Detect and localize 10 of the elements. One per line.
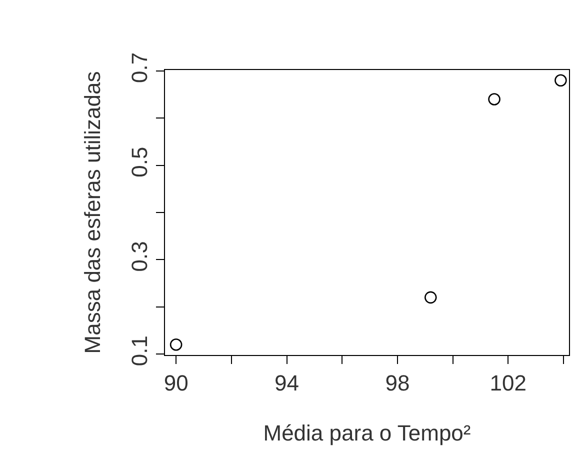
x-tick-label: 90 <box>164 370 188 396</box>
x-tick-label: 98 <box>385 370 410 396</box>
y-axis-title: Massa das esferas utilizadas <box>80 71 105 354</box>
y-tick-label: 0.1 <box>127 335 152 366</box>
x-tick-label: 94 <box>274 370 299 396</box>
y-tick-label: 0.5 <box>127 146 152 178</box>
x-axis-title: Média para o Tempo² <box>263 420 471 446</box>
x-tick-label: 102 <box>490 370 526 396</box>
y-tick-label: 0.7 <box>127 52 152 83</box>
y-tick-label: 0.3 <box>127 241 152 272</box>
